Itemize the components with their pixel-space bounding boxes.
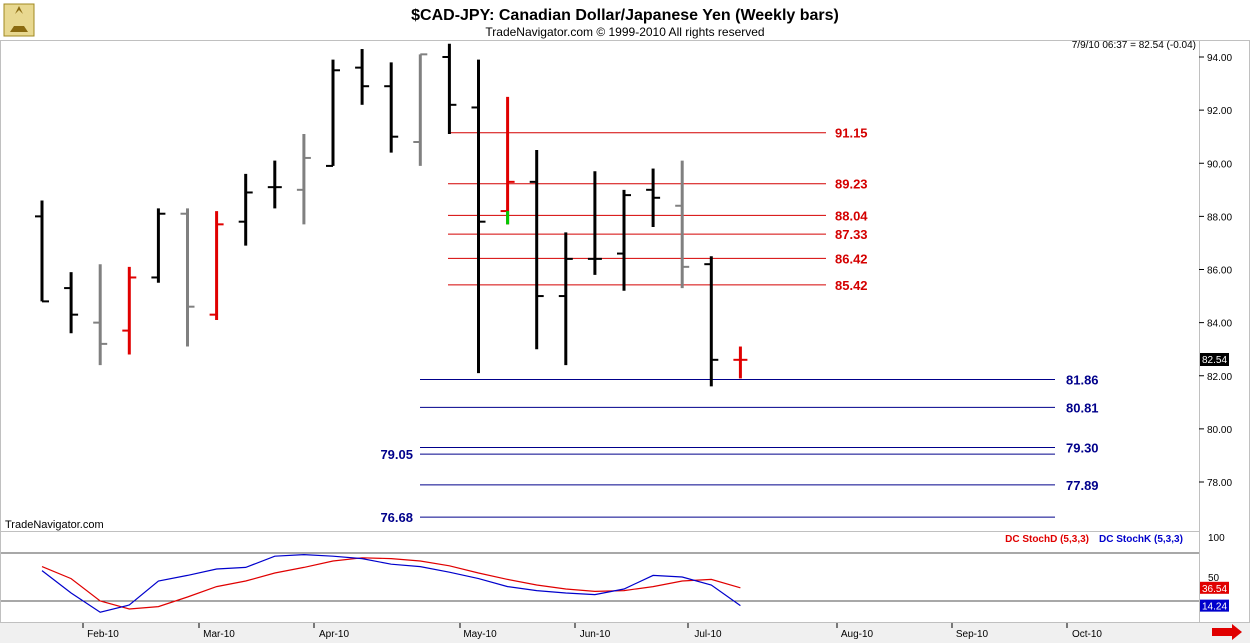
price-bars	[35, 43, 748, 387]
price-bar	[413, 53, 428, 166]
price-bar	[442, 43, 457, 135]
watermark-text: TradeNavigator.com	[5, 519, 104, 531]
price-bar	[151, 208, 166, 283]
x-tick-label: Jul-10	[694, 629, 722, 640]
stoch-last-value-label: 36.54	[1202, 584, 1227, 595]
chart-title: $CAD-JPY: Canadian Dollar/Japanese Yen (…	[411, 7, 839, 24]
date-axis-bar	[0, 623, 1250, 643]
scroll-right-arrow-icon[interactable]	[1212, 624, 1242, 640]
price-bar	[122, 266, 137, 355]
price-panel	[0, 40, 1200, 532]
price-bar	[587, 171, 602, 275]
price-bar	[326, 59, 340, 167]
y-tick-label: 84.00	[1207, 319, 1232, 330]
price-bar	[675, 160, 690, 289]
support-label: 80.81	[1066, 400, 1099, 415]
x-tick-label: Sep-10	[956, 629, 989, 640]
price-bar	[64, 272, 79, 334]
stochastic-lines: 36.54 14.24	[41, 553, 1229, 613]
x-tick-label: Jun-10	[580, 629, 611, 640]
price-bar	[296, 134, 311, 225]
stoch-k-line	[41, 553, 741, 613]
resistance-label: 88.04	[835, 208, 868, 223]
y-tick-label: 88.00	[1207, 212, 1232, 223]
x-tick-label: Oct-10	[1072, 629, 1102, 640]
price-bar	[238, 173, 253, 246]
support-resistance-lines: 91.15 89.23 88.04 87.33 86.42 85.42 81.86 80.81…	[380, 126, 1098, 525]
support-label: 76.68	[380, 510, 413, 525]
price-bar	[384, 62, 399, 153]
quote-readout: 7/9/10 06:37 = 82.54 (-0.04)	[1072, 40, 1196, 51]
resistance-label: 87.33	[835, 227, 868, 242]
trade-navigator-logo-icon	[3, 3, 35, 37]
copyright-text: TradeNavigator.com © 1999-2010 All right…	[485, 25, 764, 39]
x-tick-label: Mar-10	[203, 629, 235, 640]
stoch-last-value-tag	[1200, 581, 1229, 594]
price-bar	[267, 160, 282, 209]
date-x-axis: Feb-10 Mar-10 Apr-10 May-10 Jun-10 Jul-10 Aug-…	[82, 623, 1102, 640]
stoch-tick-label: 100	[1208, 533, 1225, 544]
price-bar	[704, 256, 719, 387]
price-bar	[617, 189, 631, 291]
price-bar	[180, 208, 195, 347]
y-tick-label: 94.00	[1207, 53, 1232, 64]
legend-stoch-k: DC StochK (5,3,3)	[1099, 534, 1183, 545]
resistance-label: 86.42	[835, 251, 868, 266]
last-price-label: 82.54	[1202, 355, 1227, 366]
price-bar	[646, 168, 661, 227]
support-label: 79.30	[1066, 440, 1099, 455]
resistance-label: 85.42	[835, 278, 868, 293]
stochastic-legend: DC StochD (5,3,3) DC StochK (5,3,3)	[1005, 534, 1183, 545]
x-tick-label: Feb-10	[87, 629, 119, 640]
x-tick-label: May-10	[463, 629, 497, 640]
stochastic-y-axis: 100 50	[1, 533, 1225, 602]
price-bar	[93, 264, 108, 366]
y-tick-label: 92.00	[1207, 106, 1232, 117]
stoch-last-value-label: 14.24	[1202, 602, 1227, 613]
price-bar	[558, 232, 573, 366]
y-tick-label: 86.00	[1207, 266, 1232, 277]
y-tick-label: 90.00	[1207, 159, 1232, 170]
support-label: 79.05	[380, 447, 413, 462]
price-bar	[209, 211, 224, 320]
stoch-last-value-tag	[1200, 599, 1229, 612]
y-tick-label: 82.00	[1207, 372, 1232, 383]
last-price-tag: 82.54	[1200, 353, 1229, 366]
x-tick-label: Aug-10	[841, 629, 874, 640]
price-bar	[733, 346, 748, 379]
support-label: 77.89	[1066, 478, 1099, 493]
price-bar	[355, 49, 370, 105]
stoch-d-line	[41, 557, 741, 610]
price-bar	[471, 59, 486, 374]
legend-stoch-d: DC StochD (5,3,3)	[1005, 534, 1089, 545]
x-tick-label: Apr-10	[319, 629, 349, 640]
resistance-label: 89.23	[835, 177, 868, 192]
stochastic-panel	[0, 531, 1200, 623]
y-tick-label: 78.00	[1207, 478, 1232, 489]
price-bar	[529, 149, 544, 350]
price-y-axis: 78.00 80.00 82.00 84.00 86.00 88.00 90.00 92.00…	[1199, 53, 1232, 489]
resistance-label: 91.15	[835, 126, 868, 141]
price-bar	[35, 200, 49, 303]
support-label: 81.86	[1066, 372, 1099, 387]
axis-panel	[1199, 40, 1250, 623]
y-tick-label: 80.00	[1207, 425, 1232, 436]
stoch-tick-label: 50	[1208, 573, 1220, 584]
